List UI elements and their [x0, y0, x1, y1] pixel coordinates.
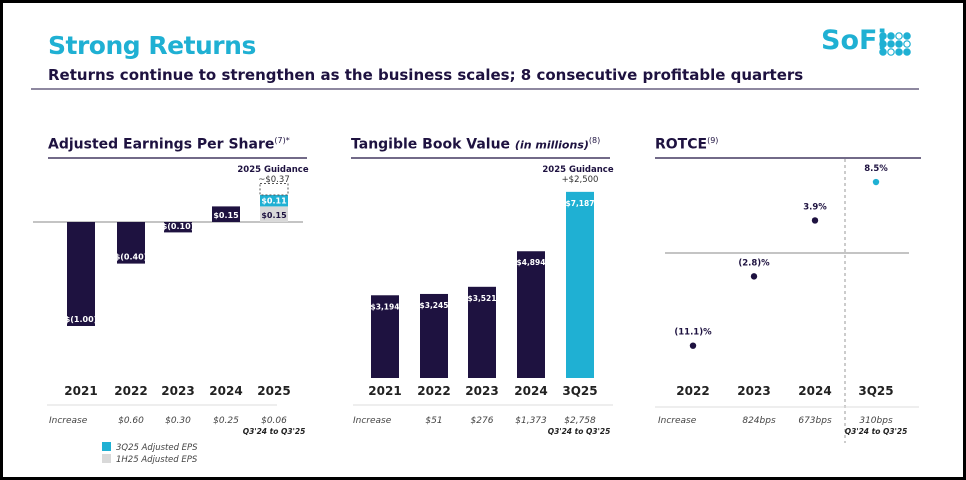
tbv-year-label: 3Q25 — [562, 384, 597, 398]
rotce-year-label: 3Q25 — [858, 384, 893, 398]
rotce-point-2024 — [811, 217, 819, 224]
eps-increase-value: $0.06 — [261, 416, 287, 426]
eps-bar-label: $(0.40) — [115, 253, 148, 262]
eps-bar-label: $0.15 — [261, 211, 287, 220]
eps-year-label: 2025 — [257, 384, 290, 398]
eps-bar-2023 — [164, 222, 192, 233]
rotce-increase-value: 310bps — [859, 416, 893, 426]
eps-bar-label: $(1.00) — [65, 315, 98, 324]
eps-increase-label: Increase — [49, 416, 88, 426]
tbv-chart-title: Tangible Book Value (in millions)(8) — [351, 136, 601, 153]
rotce-point-label: 3.9% — [803, 202, 827, 212]
eps-bar-label: $(0.10) — [162, 222, 195, 231]
eps-bar-2022 — [117, 222, 145, 264]
rotce-point-3Q25 — [872, 178, 880, 186]
rotce-increase-note: Q3'24 to Q3'25 — [845, 427, 908, 436]
eps-increase-value: $0.25 — [213, 416, 239, 426]
tbv-bar-2021 — [371, 295, 399, 378]
rotce-increase-value: 824bps — [742, 416, 776, 426]
slide: Strong Returns Returns continue to stren… — [3, 3, 963, 477]
eps-chart-title: Adjusted Earnings Per Share(7)* — [48, 136, 290, 153]
rotce-point-label: (11.1)% — [674, 328, 712, 338]
tbv-year-label: 2022 — [417, 384, 450, 398]
eps-bar-label: $0.15 — [213, 211, 239, 220]
tbv-increase-value: $276 — [471, 416, 494, 426]
tbv-bar-2022 — [420, 293, 448, 378]
page-title: Strong Returns — [48, 31, 256, 60]
rotce-increase-value: 673bps — [798, 416, 832, 426]
eps-bar-2024 — [212, 206, 240, 222]
tbv-increase-value: $1,373 — [515, 416, 547, 426]
rotce-point-2023 — [750, 273, 758, 280]
tbv-bar-label: $3,194 — [371, 302, 400, 311]
tbv-bar-label: $3,521 — [468, 294, 497, 303]
tbv-year-label: 2021 — [368, 384, 401, 398]
rotce-chart-title: ROTCE(9) — [655, 136, 719, 153]
tbv-year-label: 2024 — [514, 384, 547, 398]
eps-guidance-box — [259, 183, 289, 196]
tbv-guidance-value: +$2,500 — [562, 175, 599, 185]
tbv-bar-label: $3,245 — [420, 301, 449, 310]
rotce-increase-label: Increase — [658, 416, 697, 426]
tbv-bar-label: $7,187 — [566, 199, 595, 208]
legend-swatch — [102, 442, 111, 451]
eps-bar-3q25-segment — [260, 194, 288, 207]
tbv-bar-label: $4,894 — [517, 258, 546, 267]
tbv-increase-value: $2,758 — [564, 416, 596, 426]
legend-label: 1H25 Adjusted EPS — [116, 455, 198, 465]
legend-swatch — [102, 454, 111, 463]
tbv-bar-2023 — [468, 286, 496, 378]
rotce-point-label: (2.8)% — [738, 258, 770, 268]
tbv-increase-value: $51 — [425, 416, 442, 426]
eps-guidance-title: 2025 Guidance — [237, 165, 308, 175]
tbv-increase-note: Q3'24 to Q3'25 — [548, 427, 611, 436]
page-subtitle: Returns continue to strengthen as the bu… — [48, 66, 804, 84]
charts-canvas: $(1.00) 2021 $(0.40) 2022 $0.60 $(0.10) 2023 $0… — [31, 88, 921, 465]
rotce-year-label: 2022 — [676, 384, 709, 398]
eps-increase-value: $0.30 — [165, 416, 191, 426]
tbv-bar-3Q25 — [566, 191, 594, 378]
tbv-guidance-title: 2025 Guidance — [542, 165, 613, 175]
eps-bar-2021 — [67, 222, 95, 326]
tbv-increase-label: Increase — [353, 416, 392, 426]
eps-year-label: 2024 — [209, 384, 242, 398]
eps-bar-2025 — [260, 206, 288, 222]
eps-stack-label: $0.11 — [261, 196, 287, 205]
eps-year-label: 2021 — [64, 384, 97, 398]
eps-guidance-value: ~$0.37 — [258, 175, 289, 185]
eps-increase-note: Q3'24 to Q3'25 — [243, 427, 306, 436]
eps-year-label: 2022 — [114, 384, 147, 398]
rotce-year-label: 2023 — [737, 384, 770, 398]
sofi-logo: SoFi — [821, 25, 887, 56]
legend-label: 3Q25 Adjusted EPS — [116, 443, 198, 453]
tbv-year-label: 2023 — [465, 384, 498, 398]
tbv-bar-2024 — [517, 251, 545, 378]
rotce-year-label: 2024 — [798, 384, 831, 398]
eps-year-label: 2023 — [161, 384, 194, 398]
rotce-point-label: 8.5% — [864, 164, 888, 174]
eps-increase-value: $0.60 — [118, 416, 144, 426]
rotce-point-2022 — [689, 342, 697, 349]
